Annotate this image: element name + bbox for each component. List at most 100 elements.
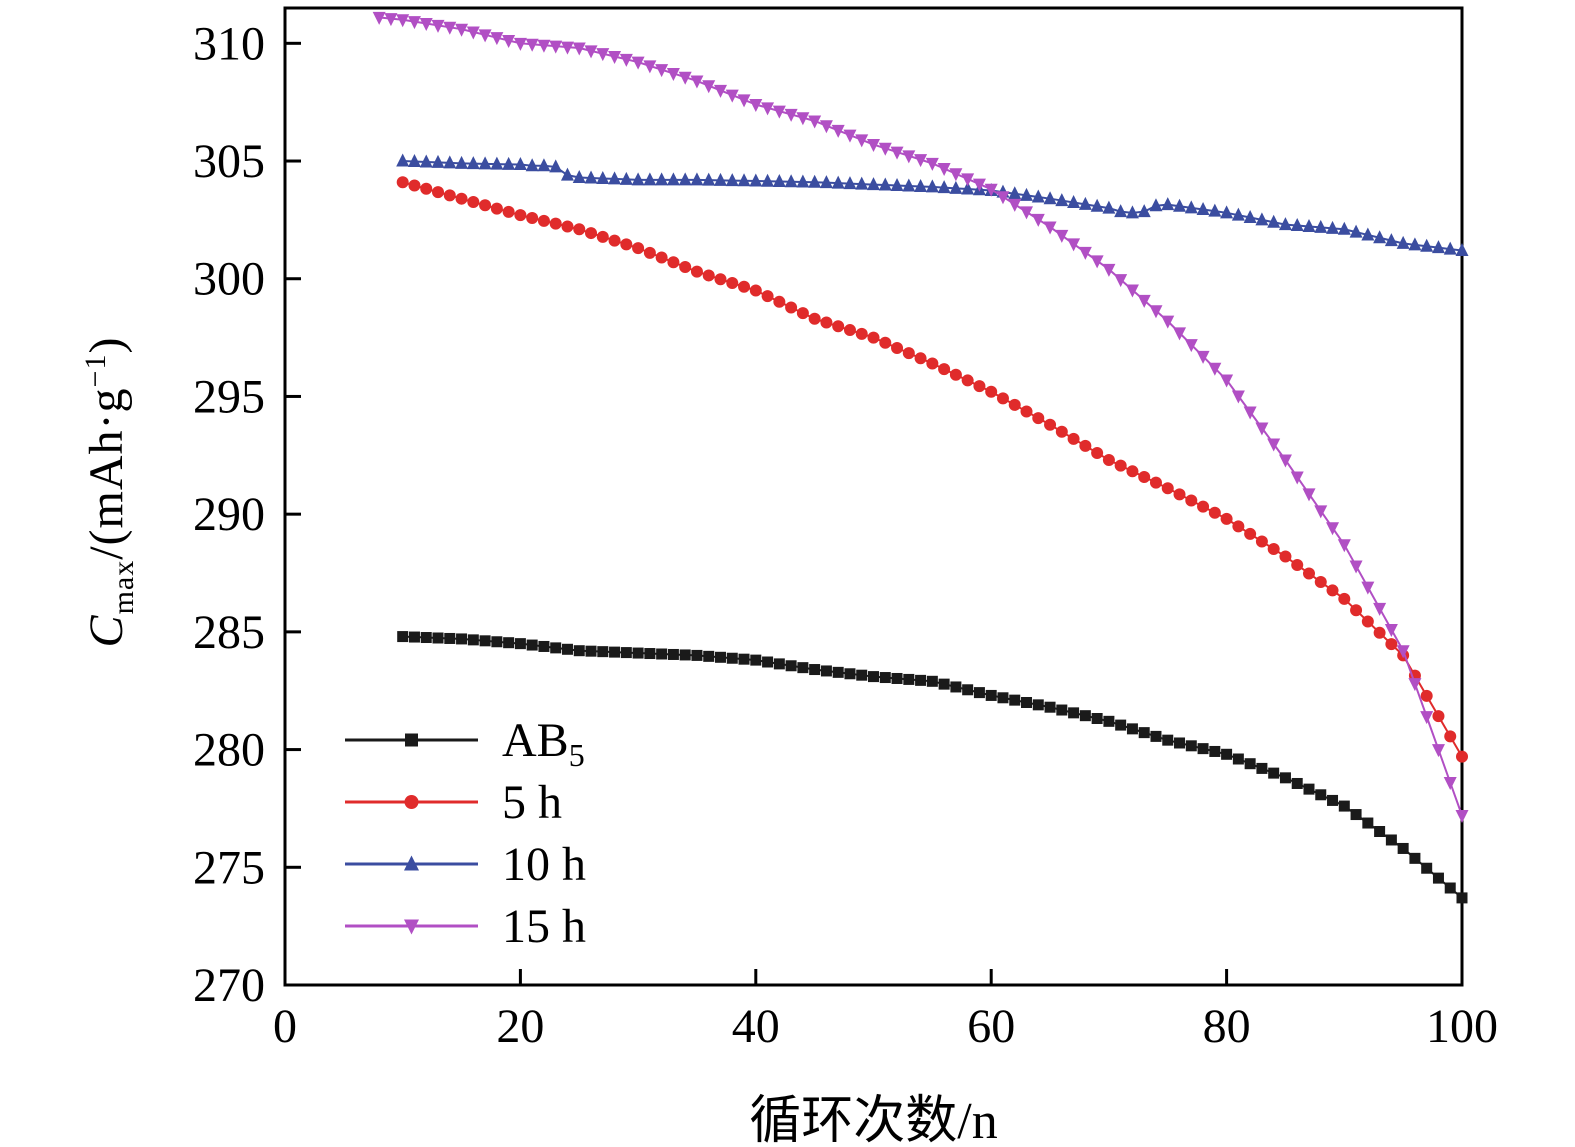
marker-triangle-up [855,176,869,190]
marker-circle [1456,750,1468,763]
marker-square [656,648,668,660]
marker-triangle-down [1149,305,1163,319]
marker-square [832,666,844,678]
marker-triangle-up [878,177,892,191]
marker-square [1291,777,1303,789]
marker-circle [1161,482,1174,495]
y-axis-label-unit: /(mAh·g [80,387,134,560]
marker-square [703,650,715,662]
marker-circle [561,220,574,233]
plot-border [283,6,1464,987]
marker-circle [396,176,409,189]
marker-square [1432,872,1444,884]
marker-triangle-down [1384,624,1398,638]
marker-circle [443,189,456,202]
marker-triangle-down [1337,539,1351,553]
marker-circle [514,209,527,222]
marker-circle [1302,567,1315,580]
marker-triangle-up [596,170,610,184]
marker-square [985,689,997,701]
marker-circle [1291,559,1304,572]
marker-triangle-up [831,175,845,189]
marker-square [1362,817,1374,829]
marker-triangle-down [1196,350,1210,364]
series-line [402,181,1463,758]
marker-square [1397,842,1409,854]
marker-circle [1314,575,1327,588]
y-tick-label: 290 [193,488,265,541]
marker-square [1409,852,1421,864]
marker-circle [1055,425,1068,438]
marker-square [1303,783,1315,795]
marker-square [1279,772,1291,784]
marker-circle [596,230,609,243]
marker-triangle-down [984,183,998,197]
marker-circle [914,352,927,365]
marker-circle [867,331,880,344]
marker-triangle-up [1420,238,1434,252]
marker-circle [1279,550,1292,563]
x-axis-label: 循环次数/n [749,1093,998,1147]
marker-circle [1267,542,1280,555]
marker-square [538,640,550,652]
marker-triangle-up [1431,240,1445,254]
marker-circle [1232,520,1245,533]
marker-triangle-down [1408,678,1422,692]
marker-circle [961,374,974,387]
marker-square [1138,727,1150,739]
marker-square [1185,740,1197,752]
marker-triangle-up [666,172,680,186]
marker-triangle-up [584,170,598,184]
marker-triangle-up [455,155,469,169]
marker-circle [808,312,821,325]
marker-triangle-up [1055,193,1069,207]
marker-circle [1361,615,1374,628]
marker-triangle-up [1208,203,1222,217]
marker-circle [549,217,562,230]
marker-square [973,687,985,699]
marker-circle [879,336,892,349]
marker-square [938,678,950,690]
legend-label: AB5 [502,714,585,773]
marker-square [726,652,738,664]
marker-triangle-up [772,174,786,188]
marker-triangle-up [1267,214,1281,228]
marker-triangle-down [937,163,951,177]
marker-square [1079,710,1091,722]
marker-triangle-up [1137,204,1151,218]
marker-square [679,649,691,661]
marker-circle [408,179,421,192]
marker-circle [655,251,668,264]
marker-triangle-down [855,134,869,148]
y-tick-label: 280 [193,724,265,777]
series-10h [396,153,1469,256]
marker-circle [420,182,433,195]
marker-square [785,660,797,672]
marker-triangle-up [725,173,739,187]
marker-circle [902,347,915,360]
marker-triangle-down [1302,488,1316,502]
marker-circle [796,307,809,320]
marker-square [868,671,879,683]
y-tick-label: 310 [193,17,265,70]
marker-triangle-up [404,855,419,871]
marker-square [891,672,903,684]
marker-triangle-up [1243,210,1257,224]
marker-triangle-up [902,178,916,192]
marker-square [820,665,832,677]
marker-triangle-up [1161,197,1175,211]
marker-square [632,647,644,659]
marker-square [1044,701,1056,713]
marker-triangle-down [549,40,563,54]
marker-circle [702,269,715,282]
marker-triangle-up [678,172,692,186]
x-tick-label: 40 [732,1000,780,1053]
marker-triangle-down [619,53,633,67]
marker-circle [1432,710,1445,723]
marker-circle [690,265,703,278]
marker-square [432,632,444,644]
marker-triangle-up [478,156,492,170]
marker-square [526,639,538,651]
marker-triangle-up [1102,200,1116,214]
